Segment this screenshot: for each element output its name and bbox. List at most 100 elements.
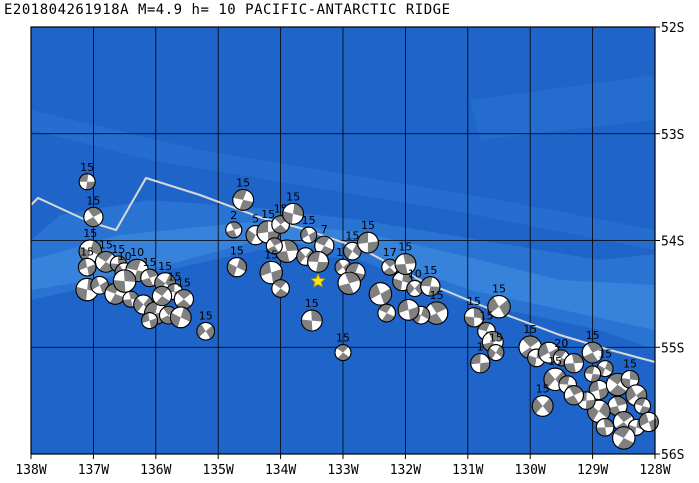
mechanism-depth-label: 15 — [99, 238, 113, 251]
mechanism-depth-label: 15 — [264, 248, 278, 261]
mechanism-depth-label: 15 — [302, 214, 316, 227]
mechanism-depth-label: 15 — [83, 227, 97, 240]
focal-mechanism: 15 — [83, 194, 104, 228]
focal-mechanism: 15 — [78, 161, 96, 191]
mechanism-depth-label: 15 — [489, 332, 503, 345]
mechanism-depth-label: 15 — [548, 355, 562, 368]
mechanism-depth-label: 15 — [398, 241, 412, 254]
mechanism-depth-label: 15 — [305, 297, 319, 310]
x-tick-label: 132W — [390, 463, 421, 478]
focal-mechanism — [90, 276, 109, 295]
focal-mechanism: 15 — [463, 295, 485, 328]
focal-mechanism: 15 — [620, 357, 640, 389]
focal-mechanism: 15 — [282, 190, 304, 225]
mechanism-depth-label: 2 — [230, 209, 237, 222]
focal-mechanism: 15 — [424, 289, 449, 325]
focal-mechanism — [563, 385, 584, 406]
mechanism-depth-label: 15 — [623, 357, 637, 370]
mechanism-depth-label: 15 — [480, 309, 494, 322]
focal-mechanism: 1 — [470, 341, 491, 374]
x-tick-label: 130W — [515, 463, 546, 478]
mechanism-depth-label: 15 — [111, 243, 125, 256]
focal-mechanism — [595, 418, 615, 437]
focal-mechanism: 15 — [259, 248, 283, 285]
epicenter-star-icon — [310, 273, 326, 288]
mechanism-depth-label: 15 — [286, 190, 300, 203]
mechanism-depth-label: 5 — [252, 213, 259, 226]
y-tick-label: 55S — [661, 341, 684, 356]
focal-mechanism: 15 — [78, 227, 102, 263]
mechanism-depth-label: 15 — [236, 177, 250, 190]
focal-mechanism — [141, 312, 159, 330]
magnitude-label: M=4.9 — [137, 2, 183, 18]
y-tick-label: 52S — [661, 21, 684, 36]
focal-mechanism — [169, 306, 192, 329]
mechanism-depth-label: 1 — [477, 341, 484, 354]
focal-mechanism — [271, 279, 290, 298]
x-tick-label: 137W — [78, 463, 109, 478]
focal-mechanism: 15 — [343, 229, 362, 261]
focal-mechanism: 15 — [357, 219, 379, 254]
x-tick-label: 136W — [140, 463, 171, 478]
mechanism-depth-label: 15 — [261, 208, 275, 221]
mechanism-depth-label: 20 — [554, 337, 568, 350]
y-tick-label: 54S — [661, 235, 684, 250]
mechanism-depth-label: 15 — [423, 264, 437, 277]
mechanism-depth-label: 15 — [523, 323, 537, 336]
focal-mechanism — [634, 397, 652, 415]
focal-mechanism — [307, 250, 329, 273]
focal-mechanism: 15 — [596, 348, 614, 378]
focal-mechanism: 15 — [77, 245, 97, 277]
region-label: PACIFIC-ANTARCTIC RIDGE — [245, 2, 451, 18]
mechanism-depth-label: 15 — [586, 329, 600, 342]
focal-mechanism — [368, 282, 393, 306]
mechanism-depth-label: 15 — [158, 260, 172, 273]
focal-mechanism: 15 — [300, 214, 318, 244]
mechanism-depth-label: 15 — [177, 277, 191, 290]
focal-mechanism: 15 — [581, 329, 604, 364]
mechanism-depth-label: 15 — [143, 256, 157, 269]
depth-label: h= 10 — [191, 2, 237, 18]
focal-mechanism — [265, 237, 283, 255]
mechanism-depth-label: 15 — [86, 194, 100, 207]
focal-mechanism: 2 — [225, 209, 243, 239]
mechanism-depth-label: 15 — [336, 332, 350, 345]
x-tick-label: 129W — [577, 463, 608, 478]
focal-mechanism: 15 — [487, 332, 505, 362]
focal-mechanism: 15 — [196, 309, 216, 341]
mechanism-depth-label: 15 — [492, 282, 506, 295]
focal-mechanism: 15 — [487, 282, 511, 319]
longitude-axis: 138W 137W 136W 135W 134W 133W 132W 131W 130W 129W… — [15, 454, 671, 478]
mechanism-depth-label: 15 — [598, 348, 612, 361]
focal-mechanism — [588, 379, 609, 401]
x-tick-label: 128W — [639, 463, 670, 478]
focal-mechanism — [377, 303, 396, 323]
focal-mechanism — [584, 365, 602, 383]
x-tick-label: 131W — [452, 463, 483, 478]
mechanism-depth-label: 15 — [168, 271, 182, 284]
latitude-axis: 52S 53S 54S 55S 56S — [655, 21, 684, 463]
focal-mechanism: 15 — [394, 241, 417, 275]
mechanism-depth-label: 15 — [467, 295, 481, 308]
mechanism-depth-label: 15 — [199, 309, 213, 322]
focal-mechanism: 15 — [232, 177, 255, 211]
focal-mechanism: 15 — [420, 264, 441, 297]
mechanism-depth-label: 15 — [536, 383, 550, 396]
x-tick-label: 133W — [327, 463, 358, 478]
focal-mechanism: 15 — [531, 383, 554, 417]
mechanism-depth-label: 10 — [408, 268, 422, 281]
mechanism-depth-label: 10 — [118, 250, 132, 263]
mechanism-depth-label: 15 — [345, 229, 359, 242]
mechanism-depth-label: 15 — [80, 245, 94, 258]
x-tick-label: 134W — [265, 463, 296, 478]
focal-mechanism: 15 — [226, 245, 248, 278]
mechanism-depth-label: 15 — [230, 245, 244, 258]
focal-mechanism — [397, 298, 420, 321]
mechanism-depth-label: 15 — [430, 289, 444, 302]
mechanism-depth-label: 10 — [130, 246, 144, 259]
epicenter-marker — [310, 273, 326, 288]
focal-mechanism — [563, 353, 584, 374]
mechanism-depth-label: 15 — [361, 219, 375, 232]
focal-mechanism — [612, 426, 636, 450]
